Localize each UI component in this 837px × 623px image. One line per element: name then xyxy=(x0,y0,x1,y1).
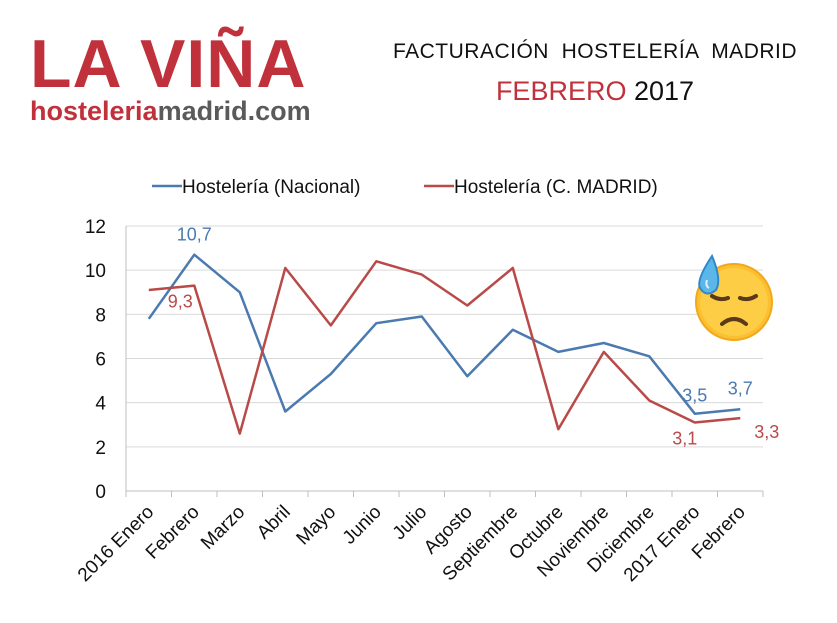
sad-sweat-face-icon xyxy=(695,253,773,341)
y-tick-label: 8 xyxy=(95,305,106,326)
y-axis: 0 2 4 6 8 10 12 xyxy=(85,217,127,503)
gridlines xyxy=(126,225,763,448)
data-label: 9,3 xyxy=(168,292,193,312)
data-labels: 10,7 9,3 3,5 3,7 3,1 3,3 xyxy=(168,225,780,449)
y-tick-label: 12 xyxy=(85,217,106,238)
x-tick-label: Mayo xyxy=(293,502,341,550)
legend: Hostelería (Nacional) Hostelería (C. MADR… xyxy=(152,177,658,198)
legend-label-0: Hostelería (Nacional) xyxy=(182,177,360,198)
y-tick-label: 2 xyxy=(95,438,106,459)
chart-title: FACTURACIÓN HOSTELERÍA MADRID FEBRERO 20… xyxy=(360,40,830,107)
x-tick-label: Abril xyxy=(253,502,295,544)
data-label: 3,1 xyxy=(672,429,697,449)
data-label: 3,3 xyxy=(754,422,779,442)
data-label: 3,5 xyxy=(682,386,707,406)
series-lines xyxy=(147,253,741,435)
series-line-0 xyxy=(147,253,741,415)
x-tick-label: Junio xyxy=(339,502,386,549)
logo-website: hosteleriamadrid.com xyxy=(30,96,330,126)
legend-label-1: Hostelería (C. MADRID) xyxy=(454,177,658,198)
logo-website-part2: madrid.com xyxy=(157,96,311,126)
logo-website-part1: hosteleria xyxy=(30,96,158,126)
title-line2: FEBRERO 2017 xyxy=(360,76,830,107)
y-tick-label: 0 xyxy=(95,482,106,503)
logo-brand: LA VIÑA xyxy=(30,26,307,102)
logo: LA VIÑA hosteleriamadrid.com xyxy=(30,26,330,126)
title-year: 2017 xyxy=(633,76,695,106)
title-month: FEBRERO xyxy=(495,76,627,106)
data-label: 3,7 xyxy=(728,378,753,398)
y-tick-label: 6 xyxy=(95,350,106,371)
x-tick-label: Marzo xyxy=(197,502,249,554)
y-tick-label: 10 xyxy=(85,261,106,282)
y-tick-label: 4 xyxy=(95,394,106,415)
data-label: 10,7 xyxy=(177,225,212,245)
series-line-1 xyxy=(148,260,741,435)
title-line1: FACTURACIÓN HOSTELERÍA MADRID xyxy=(392,40,798,63)
